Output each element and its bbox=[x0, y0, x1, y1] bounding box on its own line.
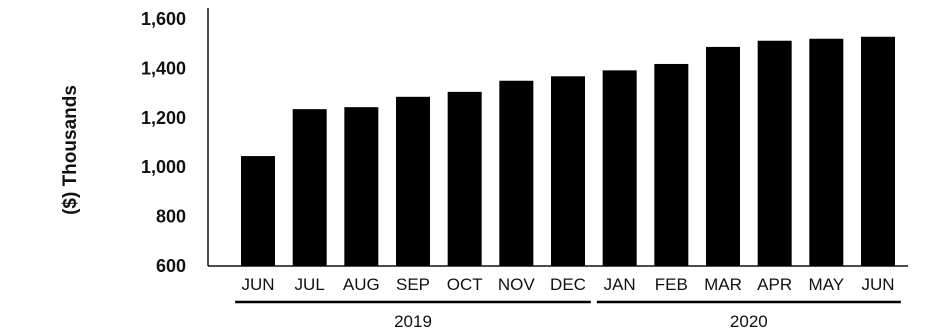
bar bbox=[602, 70, 637, 266]
x-tick-label: MAR bbox=[704, 275, 742, 294]
year-groups: 2019 2020 bbox=[235, 300, 901, 331]
year-group-label: 2019 bbox=[394, 312, 432, 331]
x-tick-label: OCT bbox=[447, 275, 483, 294]
bars bbox=[241, 36, 895, 267]
x-tick-label: JUL bbox=[295, 275, 325, 294]
bar bbox=[706, 46, 740, 267]
bar bbox=[241, 156, 275, 266]
y-tick-label: 600 bbox=[156, 256, 186, 276]
bar bbox=[344, 107, 379, 266]
bar bbox=[499, 80, 534, 266]
x-tick-labels: JUN JUL AUG SEP OCT NOV DEC JAN FEB MAR APR MAY JUN bbox=[241, 275, 894, 294]
y-tick-label: 800 bbox=[156, 207, 186, 227]
x-tick-label: MAY bbox=[809, 275, 845, 294]
bar bbox=[654, 63, 689, 267]
x-tick-label: NOV bbox=[498, 275, 536, 294]
bar bbox=[861, 36, 895, 267]
x-tick-label: AUG bbox=[343, 275, 380, 294]
bar bbox=[396, 96, 430, 267]
bar bbox=[757, 40, 792, 267]
x-tick-label: JUN bbox=[241, 275, 274, 294]
year-group-label: 2020 bbox=[730, 312, 768, 331]
y-tick-labels: 1,600 1,400 1,200 1,000 800 600 bbox=[141, 9, 186, 276]
x-tick-label: JAN bbox=[604, 275, 636, 294]
y-tick-label: 1,200 bbox=[141, 108, 186, 128]
bar bbox=[551, 76, 585, 266]
x-tick-label: APR bbox=[757, 275, 792, 294]
x-tick-label: FEB bbox=[655, 275, 688, 294]
x-tick-label: DEC bbox=[550, 275, 586, 294]
x-tick-label: SEP bbox=[396, 275, 430, 294]
y-axis-label: ($) Thousands bbox=[60, 85, 81, 215]
bar bbox=[292, 109, 327, 266]
y-tick-label: 1,400 bbox=[141, 58, 186, 78]
y-tick-label: 1,000 bbox=[141, 157, 186, 177]
bar bbox=[809, 38, 844, 267]
bar bbox=[447, 91, 482, 267]
y-tick-label: 1,600 bbox=[141, 9, 186, 29]
x-tick-label: JUN bbox=[861, 275, 894, 294]
